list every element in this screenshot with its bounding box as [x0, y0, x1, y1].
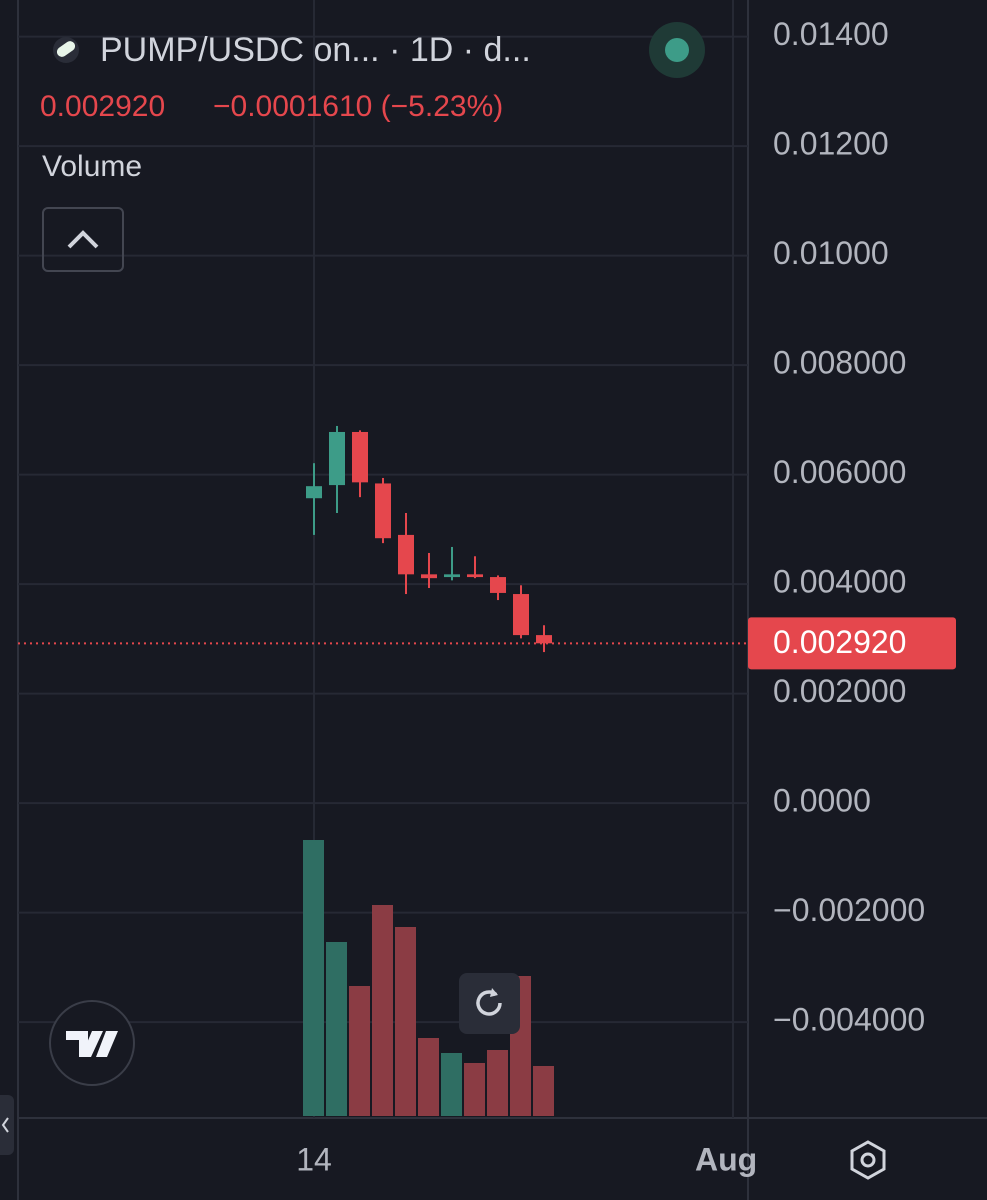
candle-body — [490, 577, 506, 593]
candle-body — [329, 431, 345, 486]
volume-label: Volume — [42, 150, 142, 183]
y-tick-label: 0.01200 — [773, 126, 889, 162]
chevron-up — [67, 230, 99, 249]
y-tick-label: 0.006000 — [773, 454, 906, 490]
candle-body — [375, 483, 391, 539]
plot: 0.01400 0.01200 0.01000 0.008000 0.006000 0.0… — [18, 0, 925, 1118]
logo-mark — [66, 1031, 118, 1057]
y-tick-label: 0.004000 — [773, 564, 906, 600]
y-tick-label: 0.01000 — [773, 235, 889, 271]
settings-button[interactable] — [850, 1140, 886, 1180]
settings-icon — [860, 1152, 876, 1168]
candle-body — [352, 431, 368, 483]
x-tick-label: Aug — [695, 1141, 757, 1177]
reset-button[interactable] — [459, 973, 520, 1034]
volume-bar — [349, 986, 370, 1116]
y-tick-label: 0.008000 — [773, 345, 906, 381]
volume-bar — [464, 1063, 485, 1116]
volume-bar — [372, 905, 393, 1116]
volume-bar — [441, 1053, 462, 1116]
y-tick-label: −0.004000 — [773, 1002, 925, 1038]
volume-bar — [418, 1038, 439, 1116]
volume-bar — [533, 1066, 554, 1116]
y-tick-label: 0.0000 — [773, 783, 871, 819]
price-badge — [748, 617, 956, 670]
candle-body — [536, 635, 552, 644]
candle-body — [421, 574, 437, 579]
status-dot — [665, 38, 689, 62]
candle-body — [513, 594, 529, 636]
candle-body — [467, 574, 483, 578]
candle-body — [398, 534, 414, 575]
x-tick-label: 14 — [296, 1141, 332, 1177]
y-tick-label: −0.002000 — [773, 892, 925, 928]
side-tab-arrow — [1, 1117, 9, 1133]
reset-arrow — [490, 988, 498, 997]
side-tab[interactable] — [0, 1095, 14, 1155]
reset-icon — [476, 990, 502, 1016]
volume-bar — [303, 840, 324, 1116]
collapse-button[interactable] — [42, 207, 124, 272]
legend: PUMP/USDC on... · 1D · d... 0.002920 −0.… — [40, 22, 705, 272]
candle-body — [306, 486, 322, 499]
y-tick-label: 0.01400 — [773, 16, 889, 52]
price-badge-label: 0.002920 — [773, 624, 906, 660]
volume-bar — [395, 927, 416, 1116]
volume-bar — [487, 1050, 508, 1116]
symbol: PUMP/USDC on... · 1D · d... — [100, 31, 531, 69]
pill-icon — [56, 41, 76, 57]
y-tick-label: 0.002000 — [773, 673, 906, 709]
change: −0.0001610 (−5.23%) — [213, 90, 503, 123]
last-price: 0.002920 — [40, 90, 165, 123]
volume-bar — [326, 942, 347, 1116]
candle-body — [444, 574, 460, 578]
